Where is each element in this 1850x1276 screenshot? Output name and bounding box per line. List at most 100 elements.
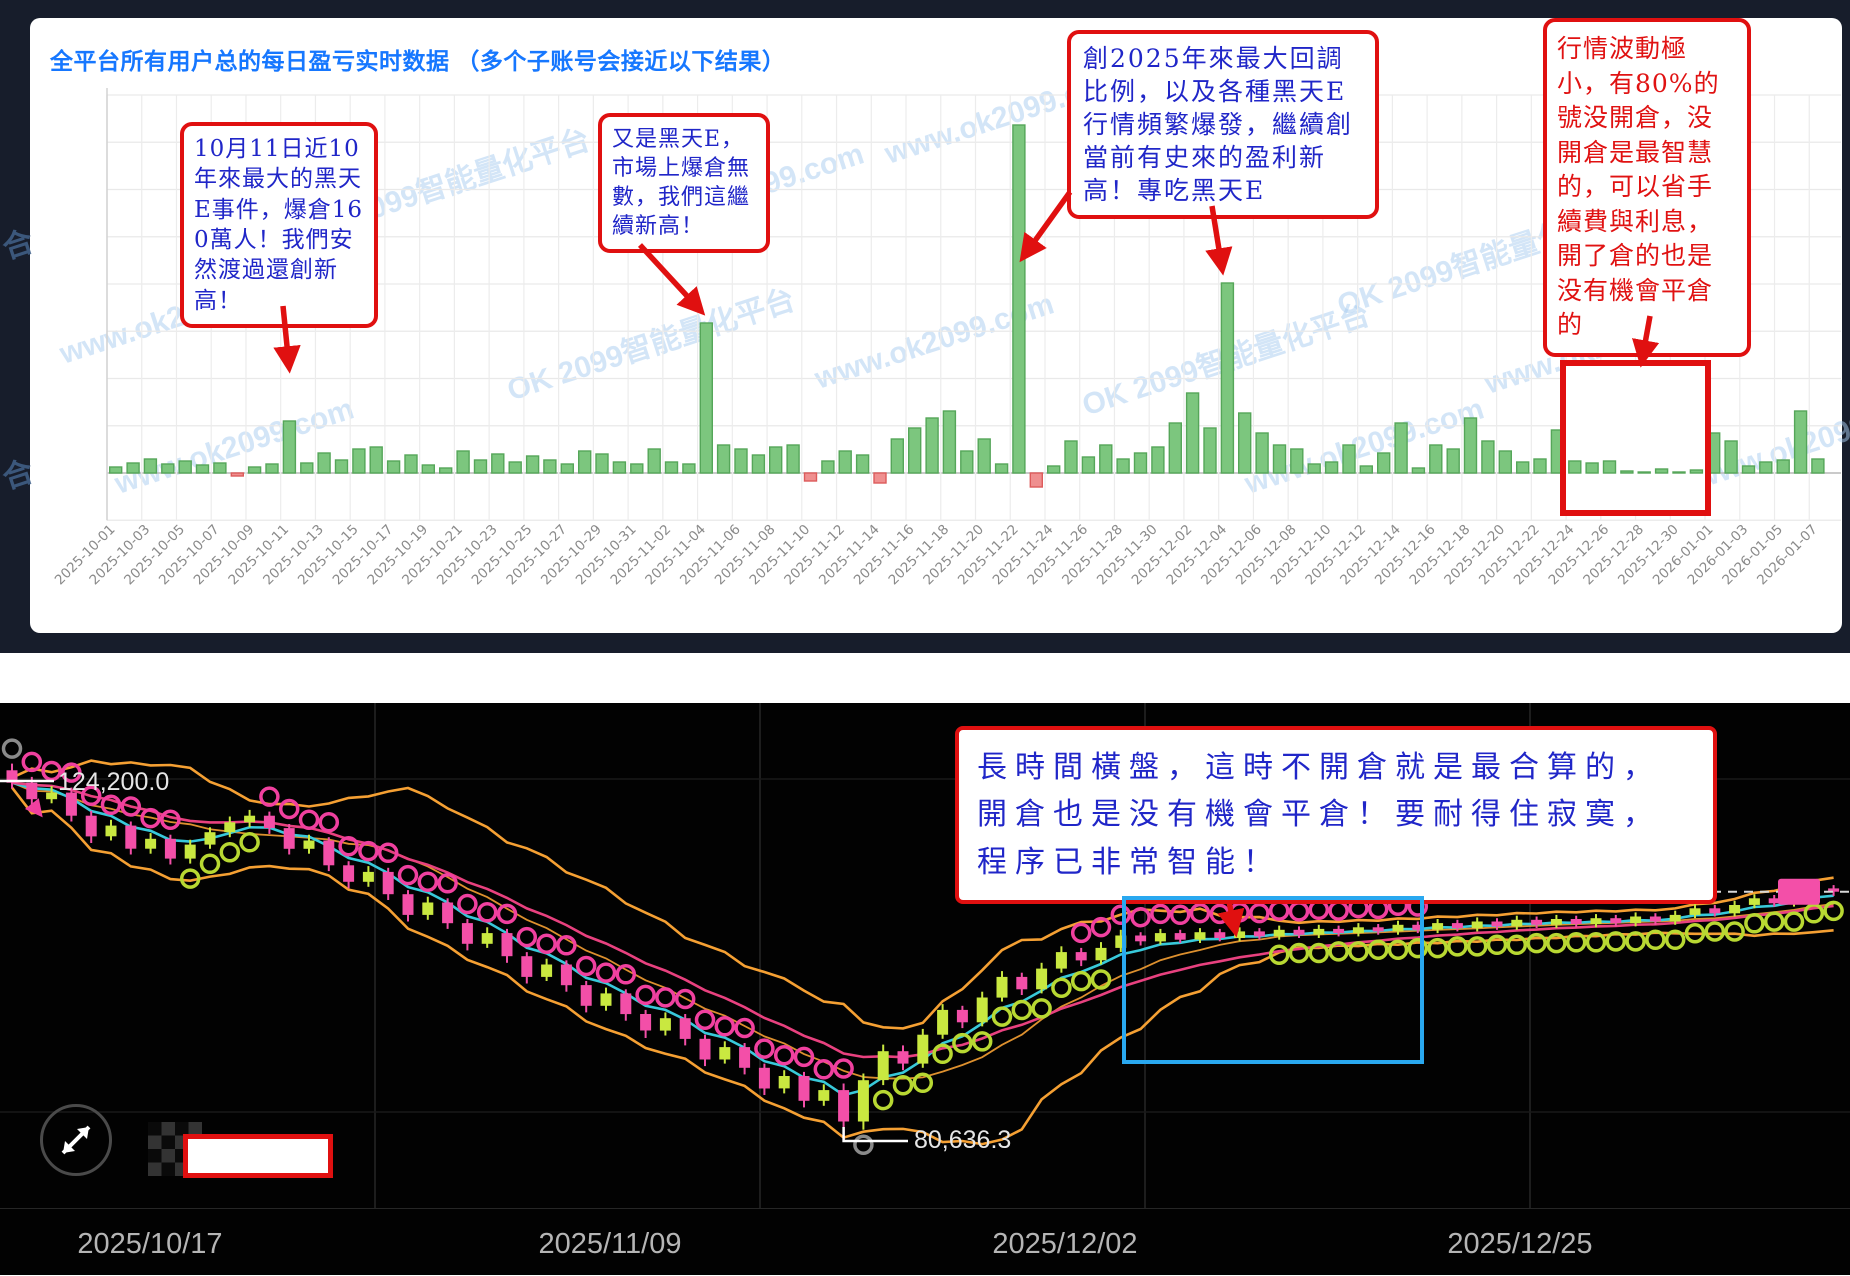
pnl-bar[interactable] bbox=[525, 455, 540, 474]
candle[interactable] bbox=[164, 838, 176, 859]
pnl-bar[interactable] bbox=[282, 420, 297, 474]
pnl-bar[interactable] bbox=[1116, 458, 1130, 474]
candle[interactable] bbox=[818, 1090, 830, 1101]
pnl-bar[interactable] bbox=[300, 462, 314, 474]
pnl-bar[interactable] bbox=[1411, 467, 1426, 474]
candle[interactable] bbox=[996, 976, 1008, 998]
candle[interactable] bbox=[1689, 908, 1701, 915]
pnl-bar[interactable] bbox=[1046, 465, 1061, 474]
candle[interactable] bbox=[521, 956, 533, 977]
candle[interactable] bbox=[917, 1034, 929, 1064]
pnl-bar[interactable] bbox=[751, 454, 766, 474]
candle[interactable] bbox=[620, 993, 632, 1015]
pnl-bar[interactable] bbox=[942, 410, 957, 474]
candle[interactable] bbox=[699, 1038, 711, 1060]
pnl-bar[interactable] bbox=[647, 448, 661, 474]
candle[interactable] bbox=[65, 792, 77, 816]
pnl-bar[interactable] bbox=[716, 444, 731, 474]
pnl-bar[interactable] bbox=[1776, 459, 1790, 474]
pnl-bar[interactable] bbox=[1342, 444, 1356, 474]
candle[interactable] bbox=[1293, 929, 1305, 935]
pnl-bar[interactable] bbox=[1759, 461, 1773, 474]
candle[interactable] bbox=[461, 923, 473, 944]
candle[interactable] bbox=[1709, 908, 1721, 914]
pnl-bar[interactable] bbox=[1568, 460, 1582, 474]
candle[interactable] bbox=[204, 832, 216, 845]
candle[interactable] bbox=[897, 1051, 909, 1064]
pnl-bar[interactable] bbox=[161, 463, 175, 474]
pnl-bar[interactable] bbox=[664, 461, 679, 474]
pnl-bar[interactable] bbox=[386, 460, 401, 474]
pnl-bar[interactable] bbox=[247, 466, 262, 474]
pnl-bar[interactable] bbox=[1498, 450, 1513, 474]
pnl-bar[interactable] bbox=[977, 438, 991, 474]
pnl-bar[interactable] bbox=[560, 463, 574, 474]
pnl-bar[interactable] bbox=[1689, 469, 1704, 474]
pnl-bar[interactable] bbox=[1620, 470, 1634, 474]
candle[interactable] bbox=[1630, 916, 1642, 924]
candle[interactable] bbox=[1550, 919, 1562, 925]
candle[interactable] bbox=[659, 1018, 671, 1031]
pnl-bar[interactable] bbox=[821, 460, 835, 474]
pnl-bar[interactable] bbox=[769, 446, 783, 474]
candle[interactable] bbox=[1412, 924, 1424, 930]
candle[interactable] bbox=[778, 1076, 790, 1089]
candle[interactable] bbox=[798, 1076, 810, 1101]
pnl-bar[interactable] bbox=[1463, 417, 1478, 474]
pnl-bar[interactable] bbox=[960, 450, 974, 474]
pnl-bar[interactable] bbox=[108, 466, 123, 474]
pnl-bar[interactable] bbox=[230, 472, 245, 477]
pnl-bar[interactable] bbox=[1290, 448, 1304, 474]
candle[interactable] bbox=[1748, 898, 1760, 905]
pnl-bar[interactable] bbox=[1741, 465, 1756, 474]
pnl-bar[interactable] bbox=[1724, 440, 1738, 474]
pnl-bar[interactable] bbox=[1272, 444, 1287, 474]
candle[interactable] bbox=[145, 838, 157, 849]
pnl-bar[interactable] bbox=[1029, 472, 1044, 488]
candle[interactable] bbox=[85, 815, 97, 837]
expand-chart-button[interactable] bbox=[40, 1104, 112, 1176]
candle[interactable] bbox=[719, 1047, 731, 1060]
candle[interactable] bbox=[937, 1009, 949, 1035]
pnl-bar[interactable] bbox=[612, 461, 627, 474]
candle[interactable] bbox=[1590, 918, 1602, 924]
candle[interactable] bbox=[362, 871, 374, 882]
pnl-bar[interactable] bbox=[334, 459, 349, 474]
pnl-bar[interactable] bbox=[491, 453, 505, 474]
pnl-bar[interactable] bbox=[803, 472, 818, 482]
candle[interactable] bbox=[1511, 919, 1523, 927]
pnl-bar[interactable] bbox=[890, 438, 904, 474]
candle[interactable] bbox=[1075, 952, 1087, 961]
pnl-bar[interactable] bbox=[265, 463, 279, 474]
pnl-bar[interactable] bbox=[1185, 392, 1200, 474]
pnl-bar[interactable] bbox=[838, 450, 852, 474]
pnl-bar[interactable] bbox=[908, 427, 922, 474]
candle[interactable] bbox=[640, 1014, 652, 1031]
pnl-bar[interactable] bbox=[456, 450, 470, 474]
pnl-bar[interactable] bbox=[994, 463, 1009, 474]
candle[interactable] bbox=[402, 894, 414, 915]
pnl-bar[interactable] bbox=[1099, 444, 1113, 474]
candle[interactable] bbox=[481, 933, 493, 944]
pnl-bar[interactable] bbox=[1481, 440, 1495, 474]
pnl-bar[interactable] bbox=[369, 446, 383, 474]
pnl-bar[interactable] bbox=[855, 454, 870, 474]
candle[interactable] bbox=[422, 902, 434, 915]
pnl-bar[interactable] bbox=[1237, 412, 1252, 474]
candle[interactable] bbox=[1768, 898, 1780, 904]
candle[interactable] bbox=[323, 840, 335, 866]
pnl-bar[interactable] bbox=[682, 463, 696, 474]
candle[interactable] bbox=[184, 844, 196, 859]
candle[interactable] bbox=[125, 825, 137, 849]
candle[interactable] bbox=[501, 933, 513, 957]
pnl-bar[interactable] bbox=[352, 448, 366, 474]
pnl-bar[interactable] bbox=[1081, 456, 1096, 474]
pnl-bar[interactable] bbox=[786, 444, 800, 474]
pnl-bar[interactable] bbox=[126, 462, 140, 474]
pnl-bar[interactable] bbox=[1515, 461, 1530, 474]
pnl-bar[interactable] bbox=[734, 448, 748, 474]
candle[interactable] bbox=[739, 1047, 751, 1068]
candle[interactable] bbox=[26, 782, 38, 800]
candle[interactable] bbox=[600, 993, 612, 1006]
candle[interactable] bbox=[1432, 923, 1444, 930]
